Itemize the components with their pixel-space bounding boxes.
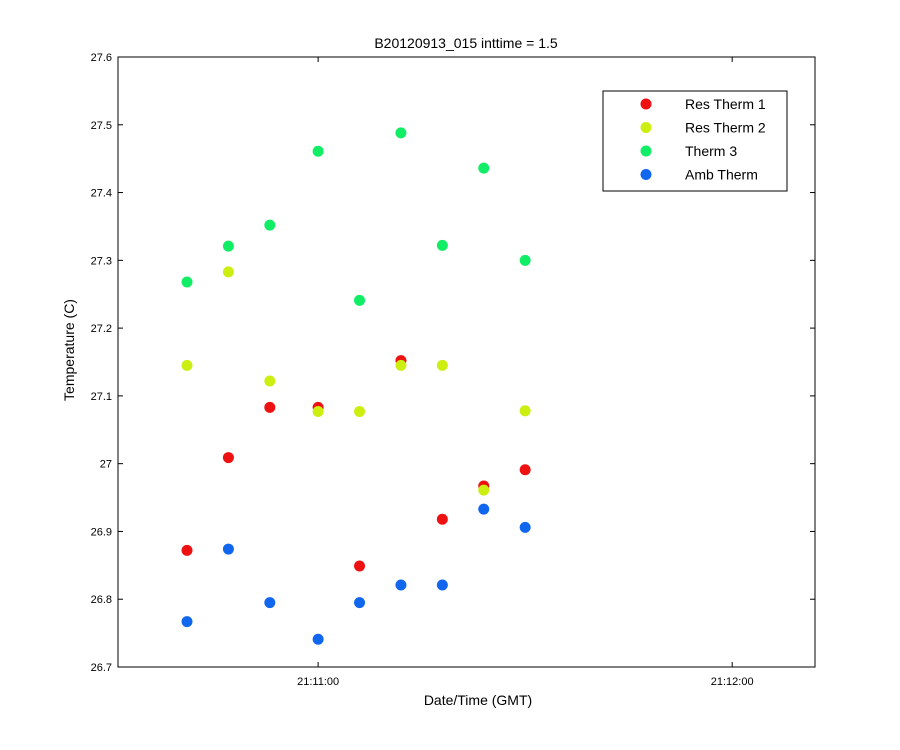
data-point-series-1: [312, 405, 324, 417]
data-point-series-3: [354, 597, 366, 609]
data-point-series-2: [395, 127, 407, 139]
legend-marker: [640, 122, 652, 133]
legend: Res Therm 1 Res Therm 2 Therm 3 Amb Therm: [602, 90, 788, 192]
data-point-series-2: [478, 162, 490, 174]
data-point-series-1: [478, 484, 490, 496]
data-point-series-1: [181, 359, 193, 371]
y-tick-label: 27.2: [91, 323, 112, 335]
data-point-series-3: [478, 503, 490, 515]
data-point-series-2: [312, 145, 324, 157]
chart-title: B20120913_015 inttime = 1.5: [374, 35, 558, 51]
data-point-series-1: [222, 266, 234, 278]
data-point-series-2: [354, 294, 366, 306]
data-point-series-0: [222, 452, 234, 464]
data-point-series-3: [181, 616, 193, 628]
data-point-series-1: [354, 405, 366, 417]
legend-label: Res Therm 1: [685, 96, 766, 112]
y-tick-label: 27.5: [91, 120, 112, 132]
data-point-series-2: [436, 239, 448, 251]
y-tick-label: 27.6: [91, 52, 112, 64]
data-point-series-1: [395, 359, 407, 371]
data-point-series-3: [436, 579, 448, 591]
data-point-series-3: [395, 579, 407, 591]
data-point-series-3: [519, 521, 531, 533]
data-point-series-2: [519, 254, 531, 266]
data-point-series-1: [264, 375, 276, 387]
data-point-series-0: [354, 560, 366, 572]
data-point-series-0: [264, 401, 276, 413]
y-tick-label: 27.4: [91, 188, 112, 200]
x-tick-label: 21:12:00: [711, 676, 754, 688]
y-tick-label: 26.7: [91, 662, 112, 674]
data-point-series-2: [181, 276, 193, 288]
data-point-series-3: [312, 633, 324, 645]
legend-marker: [640, 98, 652, 110]
legend-marker: [640, 145, 652, 157]
y-tick-label: 27.1: [91, 391, 112, 403]
data-point-series-2: [264, 219, 276, 231]
y-tick-label: 26.8: [91, 594, 112, 606]
legend-label: Amb Therm: [685, 167, 758, 183]
y-axis: 26.7 26.8 26.9 27 27.1 27.2 27.3 27.4 27.5 27.6: [91, 52, 815, 674]
y-tick-label: 27.3: [91, 255, 112, 267]
y-tick-label: 27: [100, 459, 112, 471]
data-point-series-3: [264, 597, 276, 609]
data-points: [181, 127, 531, 645]
legend-label: Therm 3: [685, 143, 737, 159]
x-axis: 21:11:00 21:12:00: [297, 57, 754, 688]
data-point-series-0: [181, 544, 193, 556]
y-tick-label: 26.9: [91, 526, 112, 538]
x-axis-label: Date/Time (GMT): [424, 692, 532, 708]
legend-box: [602, 90, 788, 192]
data-point-series-1: [519, 405, 531, 417]
data-point-series-0: [519, 464, 531, 476]
y-axis-label: Temperature (C): [61, 299, 77, 401]
data-point-series-2: [222, 240, 234, 252]
data-point-series-3: [222, 543, 234, 555]
data-point-series-1: [436, 359, 448, 371]
legend-marker: [640, 169, 652, 180]
legend-label: Res Therm 2: [685, 120, 766, 136]
data-point-series-0: [436, 513, 448, 525]
x-tick-label: 21:11:00: [297, 676, 339, 688]
